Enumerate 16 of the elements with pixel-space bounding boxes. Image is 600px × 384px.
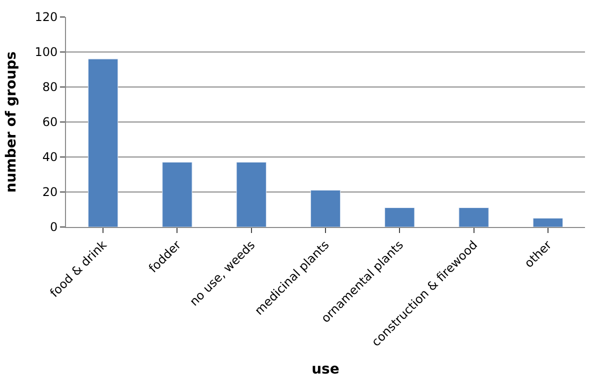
bar [88, 58, 118, 227]
y-tick-label: 20 [42, 185, 58, 200]
y-tick-label: 100 [34, 45, 58, 60]
y-tick-label: 80 [42, 80, 58, 94]
bar [162, 162, 192, 227]
y-axis-title: number of groups [3, 51, 20, 193]
bar [310, 190, 341, 227]
y-tick-label: 60 [42, 115, 58, 130]
bar [236, 162, 266, 227]
y-tick-label: 40 [42, 150, 58, 164]
y-tick-label: 120 [34, 10, 58, 24]
y-tick-label: 0 [50, 220, 58, 234]
bar [384, 208, 415, 227]
bar [532, 218, 564, 227]
x-axis-title: use [312, 361, 340, 378]
bar [458, 208, 489, 227]
